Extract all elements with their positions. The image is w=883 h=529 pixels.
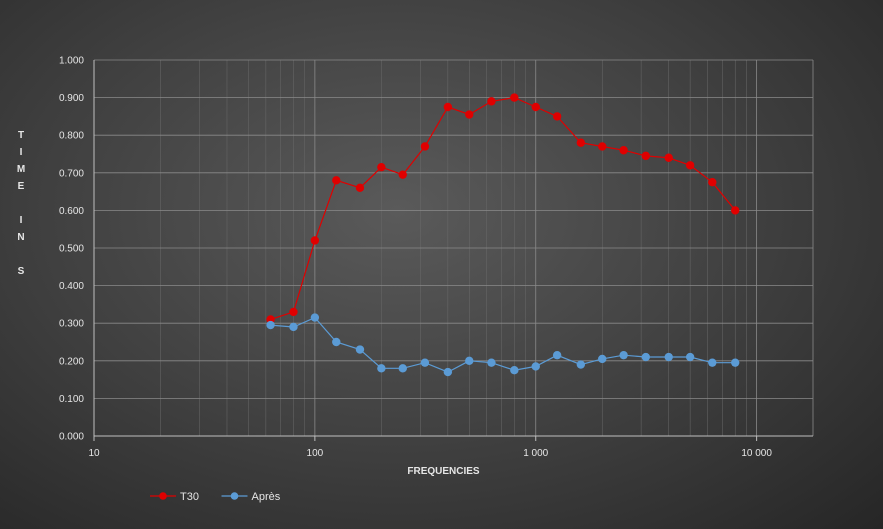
legend-swatch-marker xyxy=(159,492,167,500)
data-point xyxy=(420,142,430,151)
data-point xyxy=(664,153,673,162)
data-point xyxy=(487,358,496,367)
data-point xyxy=(465,110,474,119)
data-point xyxy=(731,358,740,367)
data-point xyxy=(731,206,740,215)
data-point xyxy=(289,322,298,332)
x-axis-title: FREQUENCIES xyxy=(407,466,480,477)
y-tick-label: 0.700 xyxy=(59,168,84,179)
data-point xyxy=(619,350,628,360)
data-point xyxy=(443,367,453,377)
y-tick-label: 0.500 xyxy=(59,244,84,255)
data-point xyxy=(377,364,386,373)
data-point xyxy=(641,151,651,161)
x-tick-label: 10 xyxy=(88,448,100,459)
series-line xyxy=(270,316,736,373)
data-point xyxy=(685,161,695,170)
data-point xyxy=(465,356,474,365)
data-point xyxy=(266,320,275,330)
data-point xyxy=(598,142,607,151)
data-point xyxy=(355,183,365,193)
data-point xyxy=(510,93,519,102)
legend-label: T30 xyxy=(180,491,199,503)
legend-label: Après xyxy=(252,491,281,503)
grid-lines xyxy=(93,59,814,437)
series-line xyxy=(270,96,736,320)
y-tick-label: 0.200 xyxy=(59,356,84,367)
data-point xyxy=(531,102,540,112)
data-point xyxy=(398,170,407,179)
data-point xyxy=(531,362,540,371)
data-point xyxy=(552,112,562,121)
legend-swatch-marker xyxy=(230,492,239,500)
y-tick-label: 0.900 xyxy=(59,93,84,104)
y-tick-label: 0.400 xyxy=(59,281,84,292)
data-point xyxy=(487,97,496,106)
data-point xyxy=(332,337,341,347)
y-tick-label: 1.000 xyxy=(59,56,84,67)
data-point xyxy=(576,138,586,147)
data-point xyxy=(664,352,673,362)
data-point xyxy=(332,176,341,185)
x-tick-label: 100 xyxy=(307,448,324,459)
data-point xyxy=(310,236,320,245)
y-tick-label: 0.800 xyxy=(59,131,84,142)
data-point xyxy=(708,358,717,367)
data-point xyxy=(398,364,407,373)
data-point xyxy=(576,360,586,369)
y-tick-label: 0.300 xyxy=(59,319,84,330)
axes xyxy=(93,60,813,441)
legend: T30 Après xyxy=(150,491,281,503)
tick-labels: 0.000 0.100 0.200 0.300 0.400 0.500 0.600 0.700… xyxy=(59,56,772,460)
data-point xyxy=(708,178,717,187)
legend-item-1: T30 xyxy=(150,491,199,503)
y-tick-label: 0.100 xyxy=(59,394,84,405)
x-tick-label: 1 000 xyxy=(523,448,548,459)
y-tick-label: 0.000 xyxy=(59,432,84,443)
series-2 xyxy=(266,313,740,377)
data-point xyxy=(443,102,453,112)
series-layer xyxy=(266,93,740,377)
data-point xyxy=(685,352,695,362)
data-point xyxy=(310,313,320,322)
data-point xyxy=(552,350,562,360)
data-point xyxy=(355,345,365,354)
x-tick-label: 10 000 xyxy=(741,448,772,459)
data-point xyxy=(641,352,651,362)
data-point xyxy=(377,162,386,172)
data-point xyxy=(598,354,607,364)
data-point xyxy=(420,358,430,367)
y-tick-label: 0.600 xyxy=(59,206,84,217)
series-1 xyxy=(266,93,740,324)
data-point xyxy=(289,307,298,317)
data-point xyxy=(510,366,519,375)
legend-item-2: Après xyxy=(221,491,281,503)
data-point xyxy=(619,146,628,155)
